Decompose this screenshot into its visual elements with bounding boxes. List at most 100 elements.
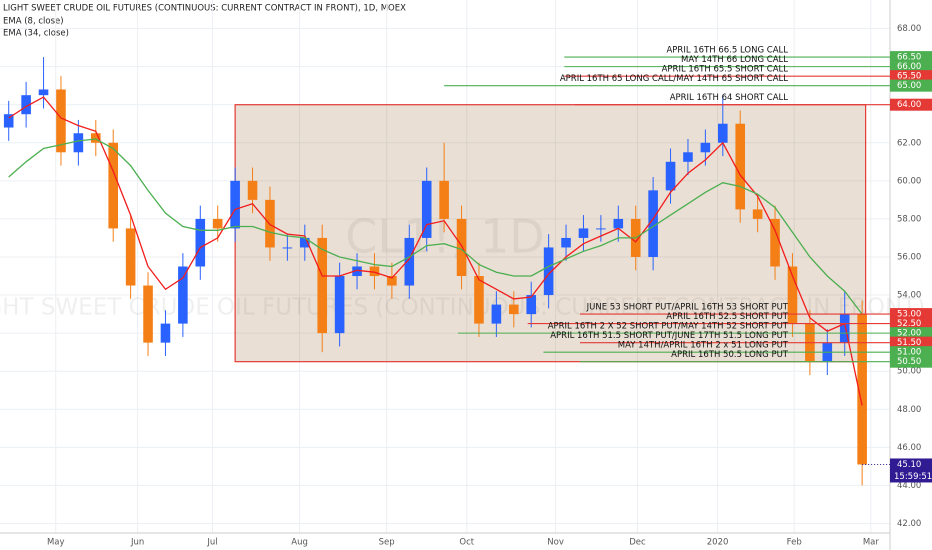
price-tag-label: 52.50 bbox=[897, 319, 921, 329]
price-tag bbox=[890, 98, 932, 111]
level-label: APRIL 16TH 51.5 SHORT PUT/JUNE 17TH 51.5… bbox=[550, 331, 789, 341]
x-tick-label: Sep bbox=[379, 538, 395, 548]
candle-body bbox=[334, 276, 345, 334]
price-tag bbox=[890, 79, 932, 92]
candle-body bbox=[178, 266, 188, 324]
candle-body bbox=[282, 247, 293, 249]
candle-body bbox=[700, 142, 711, 153]
candle-body bbox=[21, 95, 31, 115]
candle-body bbox=[561, 237, 571, 248]
candle-body bbox=[752, 209, 763, 219]
price-tag-label: 52.00 bbox=[897, 329, 921, 339]
price-tag-label: 65.50 bbox=[897, 72, 921, 82]
level-label: APRIL 16TH 52.5 SHORT PUT bbox=[666, 312, 789, 322]
x-tick-label: 2020 bbox=[707, 538, 729, 548]
candle-body bbox=[770, 218, 780, 267]
candle-body bbox=[56, 89, 66, 153]
price-tag-label: 65.00 bbox=[897, 81, 921, 91]
x-tick-label: Dec bbox=[629, 538, 646, 548]
candle-body bbox=[108, 142, 118, 229]
candle-body bbox=[3, 114, 14, 128]
candle-body bbox=[73, 133, 84, 153]
candle-body bbox=[683, 152, 693, 162]
x-tick-label: Feb bbox=[787, 538, 802, 548]
price-tag-label: 50.50 bbox=[897, 357, 921, 367]
x-tick-label: Mar bbox=[863, 538, 880, 548]
candle-body bbox=[439, 180, 449, 219]
candle-body bbox=[787, 266, 798, 324]
candle-body bbox=[543, 247, 554, 296]
y-tick-label: 54.00 bbox=[897, 291, 921, 301]
x-tick-label: Jun bbox=[130, 538, 144, 548]
level-label: MAY 14TH/APRIL 16TH 2 x 51 LONG PUT bbox=[618, 341, 789, 351]
candle-body bbox=[317, 237, 328, 334]
price-tag bbox=[890, 60, 932, 73]
candle-body bbox=[839, 314, 850, 343]
candle-body bbox=[143, 285, 153, 343]
candle-body bbox=[300, 237, 310, 248]
y-tick-label: 68.00 bbox=[897, 24, 921, 34]
x-tick-label: Oct bbox=[459, 538, 474, 548]
candle-body bbox=[247, 180, 258, 200]
y-tick-label: 48.00 bbox=[897, 405, 921, 415]
candle-body bbox=[596, 228, 606, 230]
level-label: APRIL 16TH 2 X 52 SHORT PUT/MAY 14TH 52 … bbox=[548, 322, 789, 332]
level-label: MAY 14TH 66 LONG CALL bbox=[681, 55, 788, 65]
price-tag bbox=[890, 308, 932, 321]
price-tag bbox=[890, 70, 932, 83]
candle-body bbox=[160, 323, 171, 343]
candle-body bbox=[456, 218, 467, 277]
candle-body bbox=[718, 123, 728, 143]
x-tick-label: Nov bbox=[547, 538, 564, 548]
y-tick-label: 42.00 bbox=[897, 519, 921, 529]
price-tag-label: 51.00 bbox=[897, 348, 921, 358]
ema-line bbox=[8, 96, 863, 406]
watermark-subtitle: LIGHT SWEET CRUDE OIL FUTURES (CONTINUOU… bbox=[0, 295, 925, 321]
x-tick-label: Aug bbox=[291, 538, 308, 548]
level-label: JUNE 53 SHORT PUT/APRIL 16TH 53 SHORT PU… bbox=[586, 303, 789, 313]
candle-body bbox=[212, 218, 223, 229]
candle-body bbox=[613, 218, 624, 229]
countdown: 15:59:51 bbox=[894, 472, 932, 482]
chart-title: LIGHT SWEET CRUDE OIL FUTURES (CONTINUOU… bbox=[3, 4, 406, 14]
last-price-label: 45.10 bbox=[897, 460, 921, 470]
candle-body bbox=[491, 304, 502, 324]
candle-body bbox=[387, 276, 397, 286]
price-tag-label: 66.00 bbox=[897, 62, 921, 72]
candle-body bbox=[665, 161, 676, 191]
y-tick-label: 60.00 bbox=[897, 176, 921, 186]
y-tick-label: 50.00 bbox=[897, 367, 921, 377]
ema-line bbox=[8, 138, 863, 315]
candle-body bbox=[230, 180, 240, 229]
candle-body bbox=[474, 276, 484, 324]
candle-body bbox=[404, 237, 415, 286]
y-tick-label: 58.00 bbox=[897, 214, 921, 224]
candle-body bbox=[578, 228, 589, 238]
last-price-tag bbox=[890, 458, 932, 483]
y-tick-label: 56.00 bbox=[897, 252, 921, 262]
candle-body bbox=[195, 218, 206, 267]
level-label: APRIL 16TH 65 LONG CALL/MAY 14TH 65 SHOR… bbox=[560, 74, 788, 84]
price-tag bbox=[890, 317, 932, 330]
price-tag bbox=[890, 355, 932, 368]
level-label: APRIL 16TH 66.5 LONG CALL bbox=[666, 46, 788, 56]
legend-entry: EMA (8, close) bbox=[3, 17, 64, 27]
candle-body bbox=[91, 133, 101, 143]
price-tag-label: 53.00 bbox=[897, 310, 921, 320]
price-tag bbox=[890, 51, 932, 64]
x-tick-label: May bbox=[47, 538, 65, 548]
candle-body bbox=[526, 295, 537, 315]
level-label: APRIL 16TH 64 SHORT CALL bbox=[670, 93, 789, 103]
level-label: APRIL 16TH 50.5 LONG PUT bbox=[671, 350, 789, 360]
price-tag-label: 64.00 bbox=[897, 100, 921, 110]
candle-body bbox=[352, 266, 362, 277]
y-tick-label: 46.00 bbox=[897, 443, 921, 453]
y-tick-label: 62.00 bbox=[897, 138, 921, 148]
level-label: APRIL 16TH 65.5 SHORT CALL bbox=[662, 65, 789, 75]
candle-body bbox=[857, 314, 867, 465]
candle-body bbox=[509, 304, 519, 315]
legend-entry: EMA (34, close) bbox=[3, 29, 69, 39]
candle-body bbox=[735, 123, 746, 210]
candle-body bbox=[38, 89, 49, 96]
